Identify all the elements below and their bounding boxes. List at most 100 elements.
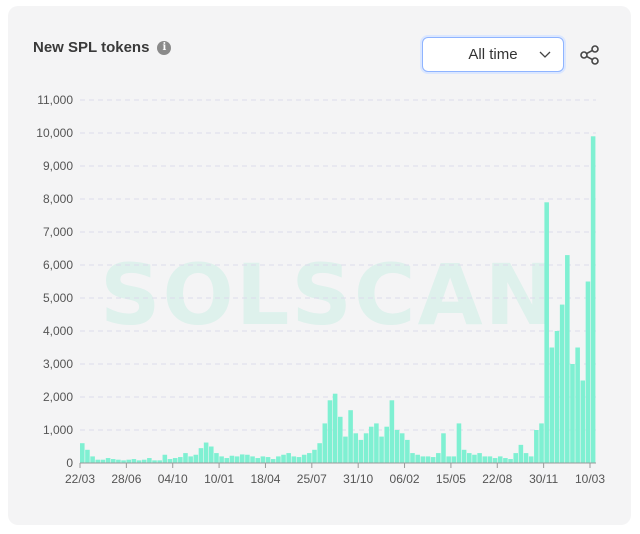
bar[interactable]: [343, 436, 348, 463]
bar[interactable]: [487, 456, 493, 463]
share-icon[interactable]: [579, 44, 601, 66]
bar[interactable]: [219, 456, 224, 463]
info-icon[interactable]: i: [157, 40, 172, 55]
bar[interactable]: [513, 453, 518, 463]
bar[interactable]: [162, 454, 168, 463]
bar[interactable]: [580, 380, 586, 464]
bar[interactable]: [477, 453, 482, 463]
bar[interactable]: [317, 443, 322, 463]
bar[interactable]: [167, 459, 173, 463]
bar[interactable]: [472, 454, 477, 463]
bar[interactable]: [379, 436, 384, 463]
bar[interactable]: [172, 458, 178, 463]
bar[interactable]: [229, 455, 235, 463]
bar[interactable]: [239, 454, 245, 463]
bar[interactable]: [363, 433, 369, 463]
bar[interactable]: [224, 458, 230, 463]
time-range-select[interactable]: All time: [422, 37, 564, 72]
bar[interactable]: [446, 456, 451, 463]
bar[interactable]: [183, 453, 188, 463]
bar[interactable]: [399, 433, 405, 463]
bar[interactable]: [131, 459, 137, 463]
bar[interactable]: [503, 458, 508, 463]
bar[interactable]: [116, 459, 121, 463]
bar[interactable]: [420, 456, 426, 463]
bar[interactable]: [270, 459, 276, 463]
bar[interactable]: [451, 456, 457, 463]
bar[interactable]: [178, 457, 183, 463]
bar[interactable]: [585, 281, 591, 464]
bar[interactable]: [255, 458, 260, 463]
bar[interactable]: [265, 457, 271, 463]
bar[interactable]: [492, 458, 498, 463]
bar[interactable]: [405, 439, 410, 463]
bar[interactable]: [332, 393, 338, 463]
bar[interactable]: [276, 456, 281, 463]
bar[interactable]: [209, 446, 214, 464]
bar[interactable]: [85, 449, 90, 463]
bar[interactable]: [430, 457, 436, 463]
bar[interactable]: [301, 454, 307, 463]
bar[interactable]: [348, 410, 353, 463]
bar[interactable]: [544, 202, 549, 464]
bar[interactable]: [467, 453, 472, 463]
bar[interactable]: [203, 442, 209, 463]
bar[interactable]: [368, 426, 374, 463]
bar[interactable]: [456, 423, 462, 463]
bar[interactable]: [374, 423, 379, 463]
bar[interactable]: [415, 454, 420, 463]
bar[interactable]: [245, 454, 250, 463]
bar[interactable]: [508, 459, 513, 463]
bar[interactable]: [95, 459, 101, 463]
bar[interactable]: [518, 444, 524, 463]
bar[interactable]: [389, 400, 395, 463]
bar[interactable]: [497, 456, 503, 463]
bar[interactable]: [296, 457, 302, 463]
bar[interactable]: [353, 433, 359, 463]
bar[interactable]: [141, 459, 147, 463]
bar[interactable]: [554, 331, 560, 463]
bar[interactable]: [193, 454, 199, 463]
bar[interactable]: [110, 459, 116, 463]
bar[interactable]: [214, 453, 219, 463]
bar[interactable]: [291, 456, 297, 463]
bar[interactable]: [436, 453, 441, 463]
bar[interactable]: [410, 453, 415, 463]
bar[interactable]: [260, 456, 266, 463]
bar[interactable]: [250, 456, 255, 463]
bar[interactable]: [384, 426, 389, 463]
bar[interactable]: [100, 459, 106, 463]
bar[interactable]: [394, 430, 400, 463]
bar[interactable]: [312, 449, 317, 463]
bar[interactable]: [575, 347, 580, 464]
bar[interactable]: [425, 456, 431, 463]
bar[interactable]: [534, 430, 539, 463]
bar[interactable]: [539, 423, 544, 463]
bar[interactable]: [338, 416, 343, 463]
bar[interactable]: [90, 456, 95, 463]
bar[interactable]: [565, 255, 570, 463]
bar[interactable]: [105, 458, 111, 463]
bar[interactable]: [590, 136, 596, 464]
bar[interactable]: [559, 304, 565, 463]
bar[interactable]: [157, 460, 162, 463]
bar[interactable]: [281, 454, 286, 463]
bar[interactable]: [322, 423, 328, 463]
bar[interactable]: [152, 460, 157, 463]
bar[interactable]: [234, 456, 240, 463]
bar[interactable]: [286, 453, 291, 463]
bar[interactable]: [523, 453, 529, 463]
bar[interactable]: [147, 458, 152, 463]
bar[interactable]: [126, 459, 131, 463]
bar[interactable]: [482, 456, 488, 463]
bar[interactable]: [528, 456, 534, 463]
bar[interactable]: [80, 443, 85, 463]
bar[interactable]: [136, 460, 142, 463]
bar[interactable]: [121, 460, 126, 463]
bar[interactable]: [549, 347, 555, 464]
bar[interactable]: [307, 453, 312, 463]
bar[interactable]: [461, 449, 467, 463]
bar[interactable]: [358, 439, 364, 463]
bar[interactable]: [570, 364, 575, 463]
bar[interactable]: [441, 433, 446, 463]
